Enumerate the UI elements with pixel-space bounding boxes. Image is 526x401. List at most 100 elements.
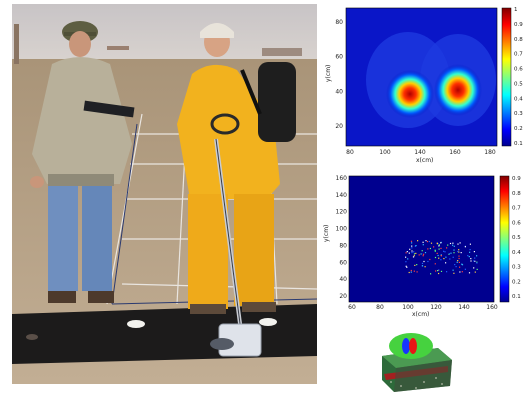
speckle <box>409 248 411 250</box>
speckle <box>438 245 440 247</box>
x-tick-label: 60 <box>348 304 356 311</box>
speckle <box>426 241 429 243</box>
y-tick-label: 40 <box>339 276 347 283</box>
speckle <box>405 256 407 258</box>
field-photo <box>12 4 317 384</box>
speckle <box>476 262 478 264</box>
speckle <box>446 247 448 249</box>
speckle <box>440 255 442 257</box>
speckle <box>422 241 424 243</box>
speckle <box>473 251 475 253</box>
speckle <box>461 263 463 265</box>
speckle <box>437 254 439 257</box>
speckle <box>464 268 466 270</box>
speckle <box>410 271 412 273</box>
speckle <box>434 249 436 251</box>
speckle <box>438 257 440 259</box>
target-object-1 <box>127 320 145 328</box>
field-photo-scene <box>12 4 317 384</box>
speckle <box>411 247 413 249</box>
speckle <box>464 246 466 248</box>
speckle <box>459 271 461 273</box>
speckle <box>457 250 459 253</box>
speckle <box>445 256 447 258</box>
speckle <box>408 271 410 274</box>
speckle <box>440 247 442 249</box>
speckle <box>458 251 460 253</box>
speckle <box>476 255 478 257</box>
speckle <box>469 243 471 245</box>
speckle <box>411 245 413 247</box>
speckle <box>412 256 415 258</box>
speckle <box>405 265 407 267</box>
colorbar-tick-label: 0.1 <box>512 294 521 300</box>
speckle <box>428 240 430 243</box>
person-right <box>177 23 296 314</box>
speckle <box>452 269 454 271</box>
speckle <box>414 264 416 266</box>
speckle <box>434 250 436 252</box>
speckle <box>406 266 408 268</box>
speckle <box>474 257 476 259</box>
speckle <box>427 248 429 250</box>
colorbar-tick-label: 0.6 <box>514 67 523 73</box>
speckle <box>415 245 417 247</box>
metal-detector <box>210 138 262 357</box>
heatmap-middle: 60 80 100 120 140 160 160 140 120 100 80 60 40 20 0.… <box>320 170 526 318</box>
speckle <box>422 255 424 257</box>
colorbar-tick-label: 0.5 <box>514 81 523 87</box>
x-tick-label: 80 <box>376 304 384 311</box>
speckle <box>468 272 471 274</box>
distant-tower <box>14 24 19 64</box>
speckle <box>452 242 454 244</box>
speckle <box>425 240 427 242</box>
speckle <box>473 260 475 262</box>
heatmap-middle-svg: 60 80 100 120 140 160 160 140 120 100 80 60 40 20 0.… <box>323 175 521 318</box>
heatmap-top: 80 100 140 160 180 80 60 40 20 1 0.9 0.8 0.7 0.6 0.5… <box>320 2 526 164</box>
speckle <box>424 252 427 254</box>
speckle <box>437 270 439 272</box>
speckle <box>453 272 455 274</box>
speckle <box>411 250 413 252</box>
colorbar-middle <box>499 175 510 303</box>
y-tick-label: 40 <box>335 88 343 95</box>
speckle <box>410 240 413 242</box>
speckle <box>438 248 440 250</box>
speckle <box>429 247 431 250</box>
colorbar-tick-label: 0.7 <box>514 52 523 58</box>
y-tick-label: 160 <box>336 175 348 182</box>
x-axis-label: x(cm) <box>412 311 429 318</box>
speckle <box>459 242 461 244</box>
x-tick-label: 160 <box>449 149 461 156</box>
speckle <box>413 251 415 253</box>
speckle <box>457 260 459 262</box>
speckle <box>440 242 442 244</box>
speckle <box>440 270 443 272</box>
y-tick-label: 60 <box>335 54 343 61</box>
speckle <box>406 251 408 253</box>
speckle <box>474 260 476 262</box>
speckle <box>449 258 451 260</box>
x-tick-label: 120 <box>430 304 442 311</box>
speckle <box>443 250 445 252</box>
speckle <box>411 252 413 254</box>
speckle <box>448 253 451 255</box>
speckle <box>414 245 416 247</box>
colorbar-tick-label: 0.4 <box>512 250 521 256</box>
speckle <box>440 254 442 256</box>
colorbar-tick-label: 0.6 <box>512 220 521 226</box>
speckle <box>438 269 440 271</box>
speckle <box>433 246 435 248</box>
colorbar-tick-label: 0.9 <box>514 22 523 28</box>
speckle <box>421 262 424 264</box>
speckle <box>449 242 452 245</box>
speckle <box>434 263 436 265</box>
speckle <box>421 265 423 267</box>
speckle <box>405 252 407 254</box>
speckle <box>430 242 433 244</box>
speckle <box>410 269 412 272</box>
speckle <box>455 266 457 268</box>
colorbar-top <box>501 7 512 147</box>
speckle <box>469 249 471 251</box>
speckle <box>408 252 410 254</box>
